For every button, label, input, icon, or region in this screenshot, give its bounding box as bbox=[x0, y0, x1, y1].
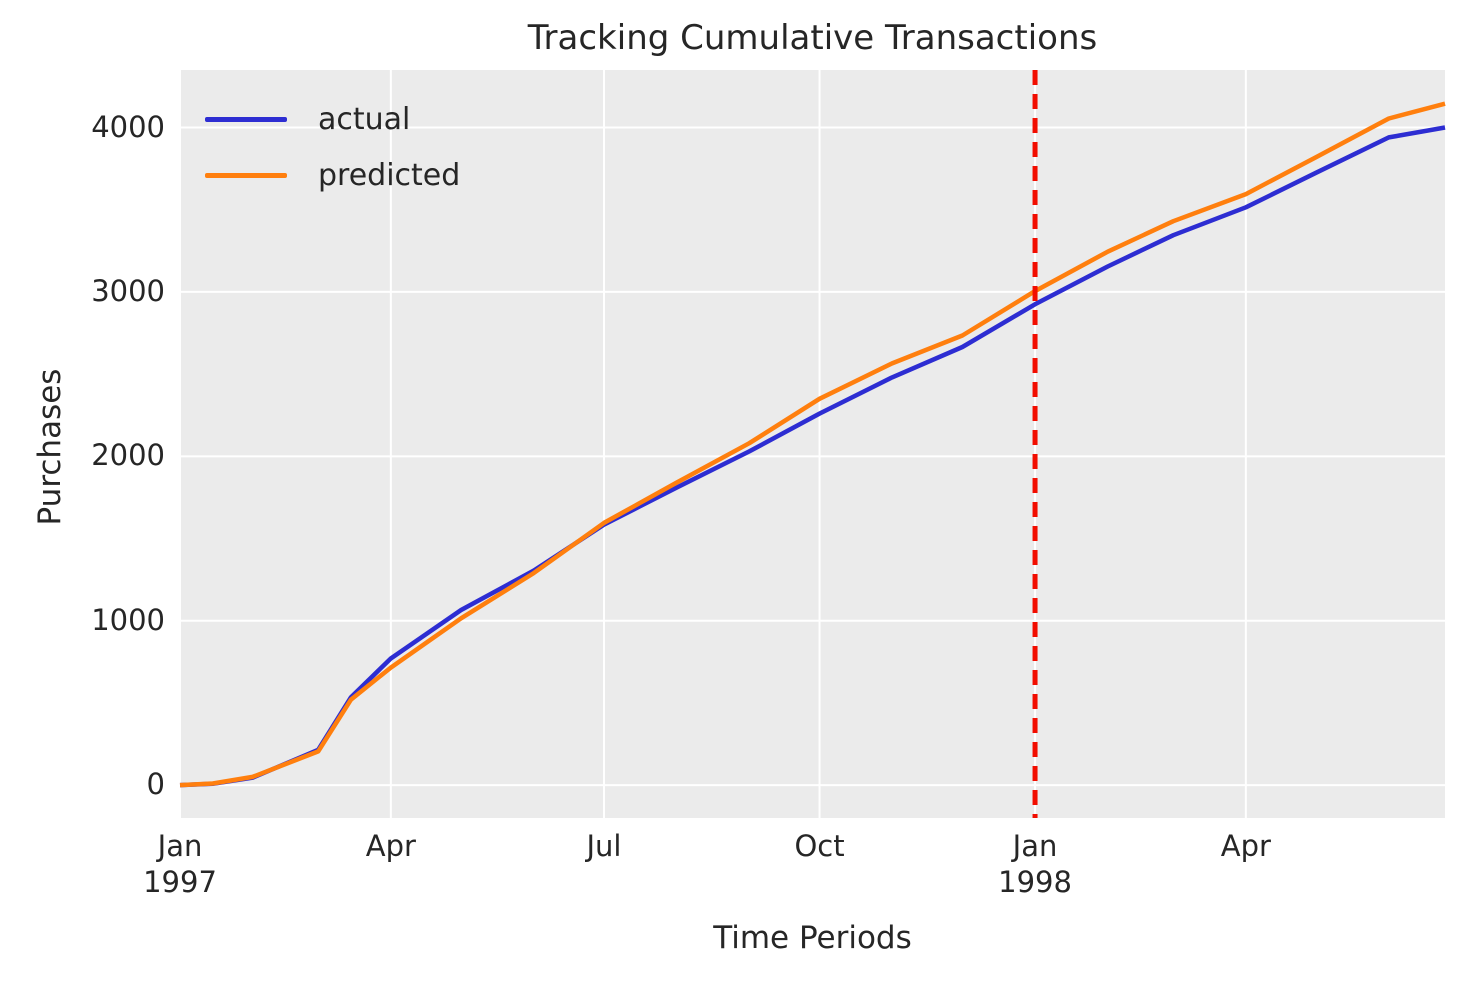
legend-label-actual: actual bbox=[318, 101, 411, 137]
x-tick-label: Jul bbox=[524, 828, 684, 864]
y-tick-label: 4000 bbox=[91, 109, 165, 144]
x-tick-label: Jan 1997 bbox=[100, 828, 260, 900]
y-tick-label: 3000 bbox=[91, 273, 165, 308]
predicted-line bbox=[179, 101, 1446, 788]
legend-label-predicted: predicted bbox=[318, 157, 461, 193]
predicted-line-swatch bbox=[205, 172, 287, 178]
chart-title: Tracking Cumulative Transactions bbox=[527, 18, 1098, 58]
x-tick-label: Jan 1998 bbox=[955, 828, 1115, 900]
x-tick-label: Apr bbox=[1166, 828, 1326, 864]
x-tick-month: Jan bbox=[1012, 829, 1058, 863]
x-tick-year: 1998 bbox=[998, 865, 1072, 899]
legend: actual predicted bbox=[205, 98, 460, 196]
y-tick-label: 1000 bbox=[91, 602, 165, 637]
series-lines bbox=[179, 101, 1446, 788]
x-tick-year: 1997 bbox=[143, 865, 217, 899]
legend-entry-actual: actual bbox=[205, 98, 460, 140]
x-tick-month: Oct bbox=[794, 829, 845, 863]
x-axis-label: Time Periods bbox=[713, 920, 912, 956]
x-tick-label: Apr bbox=[311, 828, 471, 864]
legend-entry-predicted: predicted bbox=[205, 154, 460, 196]
y-tick-label: 2000 bbox=[91, 438, 165, 473]
x-tick-month: Apr bbox=[365, 829, 416, 863]
x-tick-month: Apr bbox=[1220, 829, 1271, 863]
x-tick-month: Jul bbox=[586, 829, 622, 863]
x-tick-month: Jan bbox=[157, 829, 203, 863]
x-tick-label: Oct bbox=[740, 828, 900, 864]
y-tick-label: 0 bbox=[146, 767, 165, 802]
actual-line-swatch bbox=[205, 116, 287, 122]
